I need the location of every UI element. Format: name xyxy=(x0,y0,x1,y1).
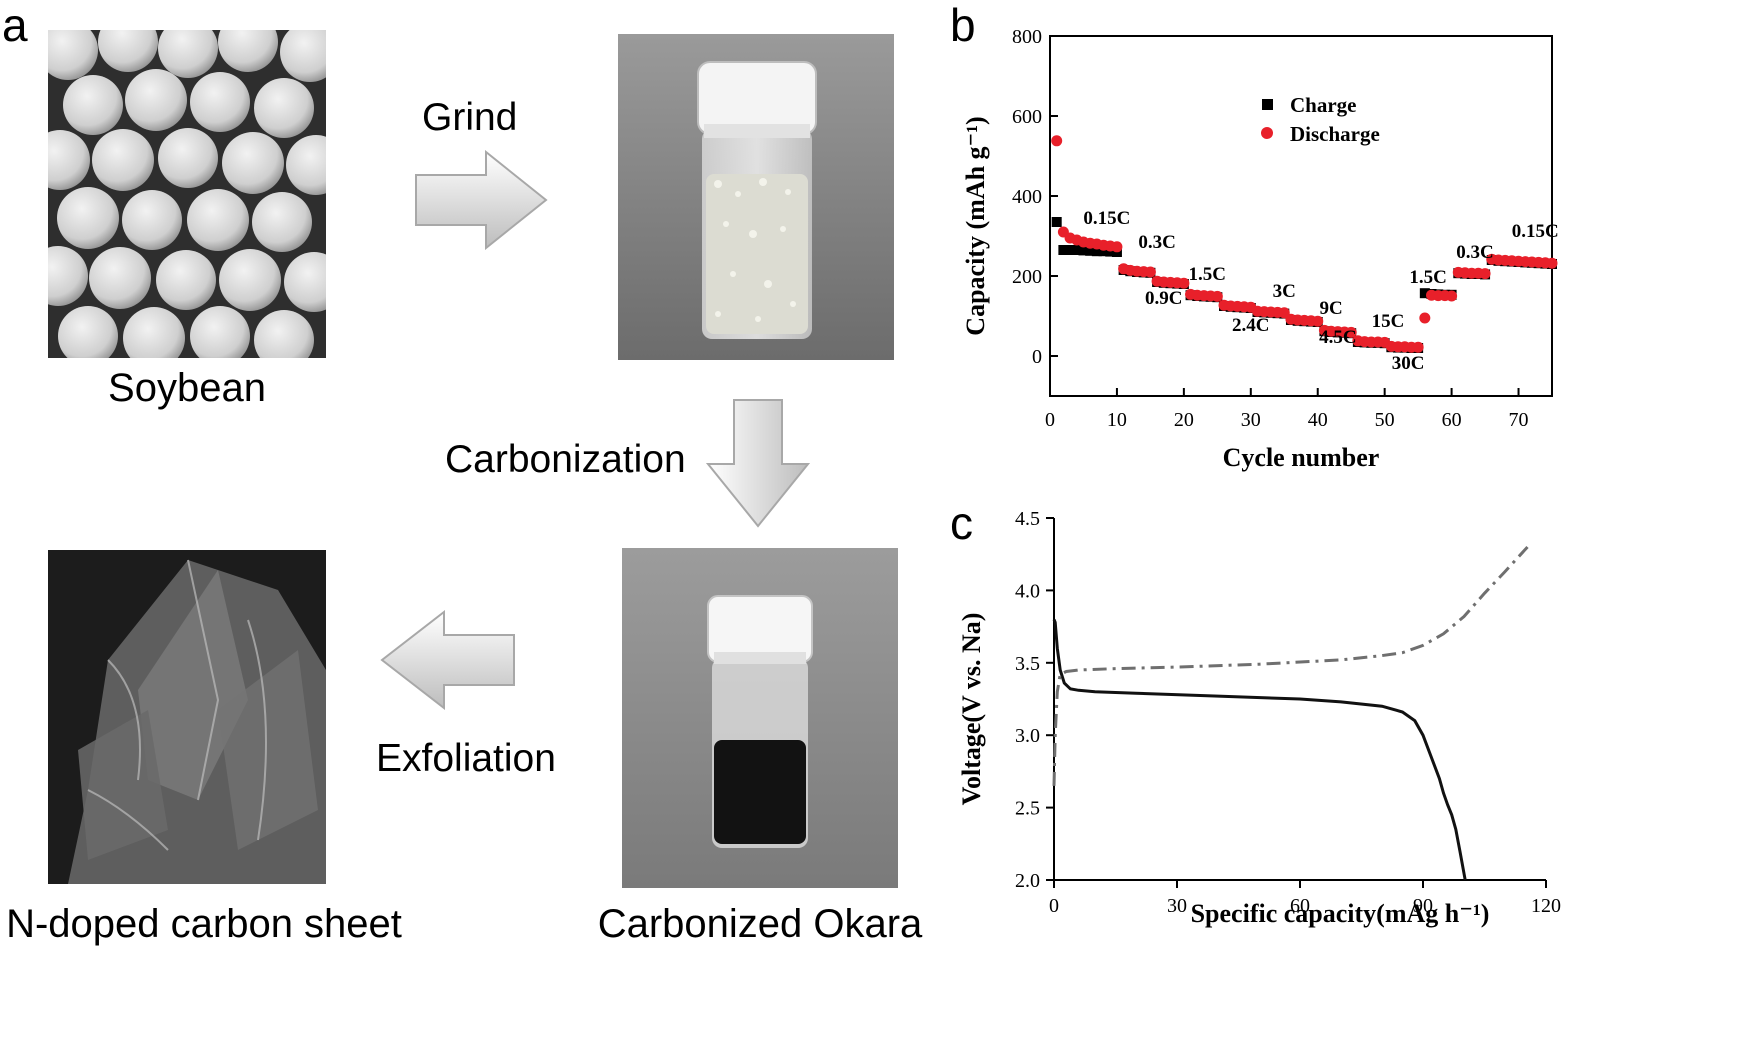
rate-annotation: 0.3C xyxy=(1456,242,1493,263)
rate-annotation: 0.15C xyxy=(1083,208,1130,229)
charge-series xyxy=(1051,217,1557,353)
x-tick-label: 0 xyxy=(1049,895,1059,917)
powder-vial-image xyxy=(618,34,894,360)
y-axis-label: Voltage(V vs. Na) xyxy=(957,613,986,806)
carbon-sheet-image xyxy=(48,550,326,884)
exfoliation-label: Exfoliation xyxy=(376,737,556,780)
rate-annotation: 3C xyxy=(1273,281,1296,302)
rate-annotation: 15C xyxy=(1372,311,1405,332)
legend-charge-marker xyxy=(1262,99,1273,110)
y-tick-label: 200 xyxy=(1012,266,1042,288)
rate-annotation: 1.5C xyxy=(1189,264,1226,285)
arrow-left-icon xyxy=(380,610,515,710)
rate-annotation: 30C xyxy=(1392,353,1425,374)
carbonization-label: Carbonization xyxy=(445,438,686,481)
discharge-point xyxy=(1144,266,1156,278)
discharge-point xyxy=(1446,290,1458,302)
okara-caption: Carbonized Okara xyxy=(597,902,923,946)
charge-curve xyxy=(1052,545,1529,786)
discharge-point xyxy=(1412,341,1424,353)
x-tick-label: 20 xyxy=(1174,409,1194,431)
discharge-point xyxy=(1345,326,1357,338)
x-tick-label: 30 xyxy=(1241,409,1261,431)
discharge-point xyxy=(1111,241,1123,253)
charge-point xyxy=(1419,288,1430,299)
rate-annotation: 0.3C xyxy=(1138,232,1175,253)
y-tick-label: 2.5 xyxy=(1015,798,1040,820)
y-tick-label: 3.0 xyxy=(1015,725,1040,747)
x-tick-label: 60 xyxy=(1442,409,1462,431)
y-axis-label: Capacity (mAh g⁻¹) xyxy=(961,116,990,335)
discharge-point xyxy=(1419,312,1431,324)
arrow-right-icon xyxy=(415,150,548,250)
arrow-down-icon xyxy=(706,399,810,528)
discharge-point xyxy=(1051,135,1063,147)
charge-point xyxy=(1065,245,1076,255)
x-tick-label: 60 xyxy=(1290,895,1310,917)
carbon-sheet-caption: N-doped carbon sheet xyxy=(6,902,402,946)
discharge-point xyxy=(1211,290,1223,302)
plot-frame xyxy=(1049,35,1553,397)
panel-label-b: b xyxy=(950,0,976,51)
charge-point xyxy=(1098,246,1109,257)
charge-point xyxy=(1091,246,1102,257)
discharge-point xyxy=(1178,277,1190,289)
y-tick-label: 2.0 xyxy=(1015,870,1040,892)
soybean-caption: Soybean xyxy=(108,366,266,410)
soybean-image xyxy=(48,30,326,358)
rate-annotation: 1.5C xyxy=(1409,267,1446,288)
legend-charge-label: Charge xyxy=(1290,93,1357,117)
charge-point xyxy=(1051,217,1062,227)
x-axis-label: Cycle number xyxy=(1223,443,1380,472)
y-tick-label: 800 xyxy=(1012,26,1042,48)
y-tick-label: 3.5 xyxy=(1015,653,1040,675)
legend-discharge-label: Discharge xyxy=(1290,122,1380,146)
discharge-series xyxy=(1051,135,1558,353)
y-tick-label: 600 xyxy=(1012,106,1042,128)
discharge-curve xyxy=(1052,618,1467,881)
charge-point xyxy=(1078,245,1089,256)
charge-point xyxy=(1085,245,1096,256)
rate-annotation: 0.15C xyxy=(1512,221,1559,242)
x-tick-label: 50 xyxy=(1375,409,1395,431)
panel-label-c: c xyxy=(950,497,973,549)
panel-label-a: a xyxy=(2,0,28,51)
discharge-point xyxy=(1479,268,1491,280)
rate-annotation: 4.5C xyxy=(1319,327,1356,348)
x-tick-label: 30 xyxy=(1167,895,1187,917)
charge-point xyxy=(1105,246,1116,257)
y-tick-label: 400 xyxy=(1012,186,1042,208)
x-tick-label: 70 xyxy=(1509,409,1529,431)
y-tick-label: 4.5 xyxy=(1015,508,1040,530)
x-tick-label: 120 xyxy=(1531,895,1561,917)
legend-discharge-marker xyxy=(1261,127,1273,139)
charge-point xyxy=(1071,245,1082,255)
x-axis-label: Specific capacity(mAg h⁻¹) xyxy=(1191,899,1490,928)
okara-vial-image xyxy=(622,548,898,888)
x-tick-label: 10 xyxy=(1107,409,1127,431)
x-tick-label: 40 xyxy=(1308,409,1328,431)
x-tick-label: 0 xyxy=(1045,409,1055,431)
rate-annotation: 9C xyxy=(1320,298,1343,319)
charge-discharge-chart: 0 30 60 90 120 2.0 2.5 3.0 3.5 4.0 4.5 Specific cap… xyxy=(957,508,1561,928)
legend: Charge Discharge xyxy=(1261,93,1380,146)
rate-annotation: 2.4C xyxy=(1232,315,1269,336)
x-tick-label: 90 xyxy=(1413,895,1433,917)
grind-label: Grind xyxy=(422,96,518,139)
charge-point xyxy=(1058,245,1069,255)
rate-annotation: 0.9C xyxy=(1145,288,1182,309)
discharge-point xyxy=(1546,257,1558,269)
y-tick-label: 4.0 xyxy=(1015,580,1040,602)
y-tick-label: 0 xyxy=(1032,346,1042,368)
rate-capability-chart: 0 10 20 30 40 50 60 70 0 200 400 600 800 Cycle number… xyxy=(961,26,1559,472)
discharge-point xyxy=(1312,315,1324,327)
